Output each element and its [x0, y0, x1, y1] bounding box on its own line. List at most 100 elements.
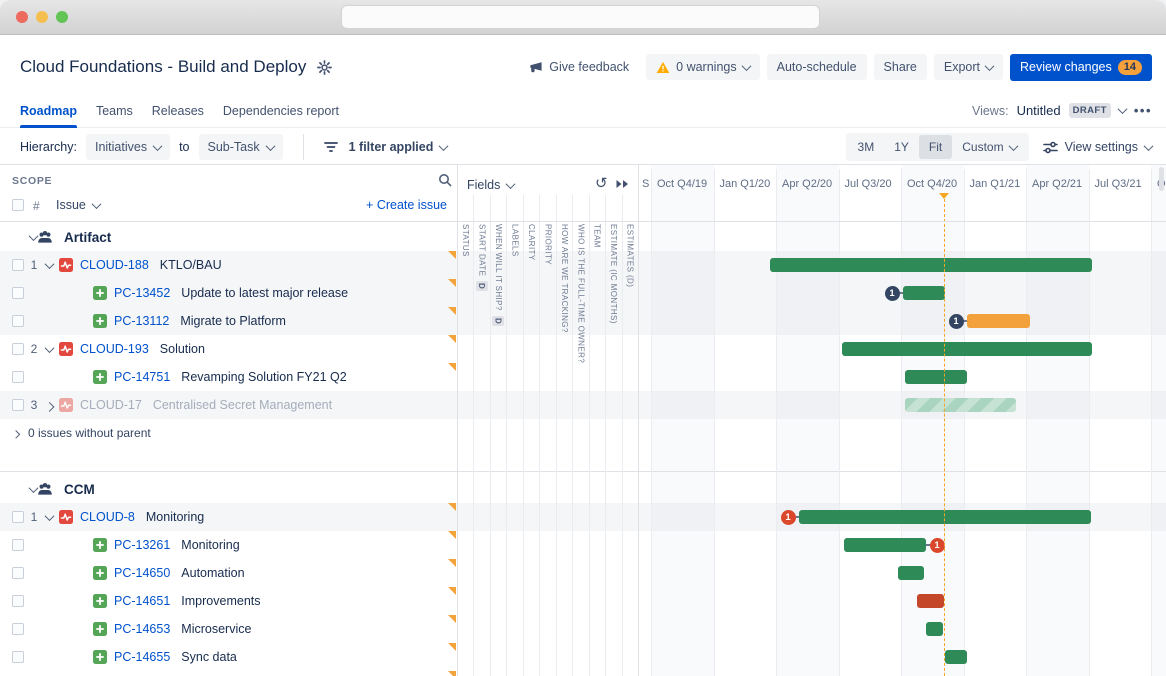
issue-summary[interactable]: Improvements [181, 594, 261, 608]
panel-divider[interactable] [638, 165, 639, 676]
chevron-down-icon[interactable] [1117, 104, 1128, 115]
issue-key[interactable]: PC-13452 [114, 286, 171, 300]
issue-key[interactable]: CLOUD-188 [80, 258, 149, 272]
gantt-bar-CLOUD-193[interactable] [842, 342, 1092, 356]
issue-key[interactable]: PC-14653 [114, 622, 171, 636]
gantt-bar-PC-14650[interactable] [898, 566, 924, 580]
row-checkbox[interactable] [12, 511, 24, 523]
review-changes-button[interactable]: Review changes 14 [1010, 53, 1152, 81]
row-expand-icon[interactable] [44, 342, 55, 356]
gantt-bar-CLOUD-17[interactable] [905, 398, 1016, 412]
dependency-badge[interactable]: 1 [780, 509, 796, 525]
zoom-custom-button[interactable]: Custom [952, 135, 1026, 159]
row-expand-icon[interactable] [44, 510, 55, 524]
issue-key[interactable]: CLOUD-8 [80, 510, 135, 524]
gantt-bar-PC-13112[interactable] [967, 314, 1030, 328]
hierarchy-from-select[interactable]: Initiatives [85, 134, 171, 160]
issue-summary[interactable]: Solution [159, 342, 205, 356]
field-column-estimates-d-[interactable]: ESTIMATES (D) [621, 224, 637, 363]
issue-summary[interactable]: Migrate to Platform [180, 314, 286, 328]
tab-releases[interactable]: Releases [151, 103, 204, 118]
gantt-bar-PC-13452[interactable] [903, 286, 945, 300]
export-button[interactable]: Export [933, 54, 1004, 80]
row-checkbox[interactable] [12, 651, 24, 663]
share-button[interactable]: Share [873, 54, 927, 80]
dependency-badge[interactable]: 1 [884, 285, 900, 301]
zoom-3m-button[interactable]: 3M [857, 140, 875, 154]
gantt-bar-PC-14651[interactable] [917, 594, 944, 608]
issue-key[interactable]: PC-14650 [114, 566, 171, 580]
issue-summary[interactable]: Monitoring [181, 538, 240, 552]
field-column-who-is-the-full-time-owner-[interactable]: WHO IS THE FULL-TIME OWNER? [572, 224, 588, 363]
issue-key[interactable]: PC-13112 [114, 314, 170, 328]
tab-teams[interactable]: Teams [95, 103, 133, 118]
timeline-header[interactable]: S Oct Q4/19 Jan Q1/20 Apr Q2/20 Jul Q3/20 Oct… [638, 165, 1166, 221]
issue-summary[interactable]: Sync data [181, 650, 237, 664]
select-all-checkbox[interactable] [12, 199, 24, 211]
field-column-labels[interactable]: LABELS [506, 224, 522, 363]
panel-divider[interactable] [457, 165, 458, 676]
field-column-estimate-ic-months-[interactable]: ESTIMATE (IC MONTHS) [605, 224, 621, 363]
issue-summary[interactable]: Update to latest major release [181, 286, 349, 300]
tab-dependencies-report[interactable]: Dependencies report [222, 103, 339, 118]
field-column-how-are-we-tracking-[interactable]: HOW ARE WE TRACKING? [556, 224, 572, 363]
row-checkbox[interactable] [12, 539, 24, 551]
field-column-status[interactable]: STATUS [457, 224, 473, 363]
view-settings-button[interactable]: View settings [1042, 140, 1154, 154]
issue-summary[interactable]: KTLO/BAU [159, 258, 222, 272]
row-checkbox[interactable] [12, 315, 24, 327]
issue-key[interactable]: PC-14655 [114, 650, 171, 664]
field-column-when-will-it-ship-[interactable]: WHEN WILL IT SHIP? D [490, 224, 506, 363]
chevron-down-icon[interactable] [44, 259, 55, 270]
minimize-window-icon[interactable] [36, 11, 48, 23]
plan-settings-gear-icon[interactable] [317, 59, 333, 75]
issue-summary[interactable]: Automation [181, 566, 245, 580]
chevron-right-icon[interactable] [44, 401, 55, 412]
issue-key[interactable]: PC-13261 [114, 538, 171, 552]
row-checkbox[interactable] [12, 343, 24, 355]
chevron-down-icon[interactable] [44, 511, 55, 522]
issue-summary[interactable]: Centralised Secret Management [152, 398, 333, 412]
zoom-fit-button[interactable]: Fit [918, 135, 953, 159]
issue-key[interactable]: CLOUD-17 [80, 398, 142, 412]
field-column-clarity[interactable]: CLARITY [523, 224, 539, 363]
issue-summary[interactable]: Revamping Solution FY21 Q2 [181, 370, 347, 384]
give-feedback-button[interactable]: Give feedback [519, 54, 639, 80]
row-checkbox[interactable] [12, 567, 24, 579]
issue-summary[interactable]: Monitoring [145, 510, 205, 524]
search-icon[interactable] [438, 173, 452, 187]
issue-key[interactable]: CLOUD-193 [80, 342, 149, 356]
auto-schedule-button[interactable]: Auto-schedule [766, 54, 867, 80]
close-window-icon[interactable] [16, 11, 28, 23]
row-expand-icon[interactable] [44, 258, 55, 272]
gantt-bar-PC-14751[interactable] [905, 370, 967, 384]
row-checkbox[interactable] [12, 595, 24, 607]
more-menu-icon[interactable]: ••• [1133, 103, 1152, 118]
row-checkbox[interactable] [12, 287, 24, 299]
issue-summary[interactable]: Microservice [181, 622, 252, 636]
row-checkbox[interactable] [12, 623, 24, 635]
scrollbar[interactable] [1159, 167, 1164, 191]
address-bar[interactable] [341, 5, 820, 29]
undo-icon[interactable]: ↺ [595, 175, 608, 192]
chevron-right-icon[interactable] [11, 430, 21, 439]
gantt-bar-PC-13261[interactable] [844, 538, 926, 552]
gantt-bar-CLOUD-8[interactable] [799, 510, 1091, 524]
field-column-priority[interactable]: PRIORITY [539, 224, 555, 363]
row-checkbox[interactable] [12, 399, 24, 411]
zoom-1y-button[interactable]: 1Y [894, 140, 909, 154]
gantt-bar-PC-14655[interactable] [945, 650, 967, 664]
dependency-badge[interactable]: 1 [948, 313, 964, 329]
tab-roadmap[interactable]: Roadmap [20, 94, 77, 128]
field-column-team[interactable]: TEAM [589, 224, 605, 363]
issue-key[interactable]: PC-14751 [114, 370, 171, 384]
chevron-down-icon[interactable] [44, 343, 55, 354]
dependency-badge[interactable]: 1 [929, 537, 945, 553]
issue-column-header[interactable]: Issue [56, 198, 102, 212]
row-checkbox[interactable] [12, 259, 24, 271]
skip-forward-icon[interactable] [616, 179, 629, 189]
create-issue-button[interactable]: + Create issue [366, 198, 447, 212]
hierarchy-to-select[interactable]: Sub-Task [198, 134, 283, 160]
row-checkbox[interactable] [12, 371, 24, 383]
gantt-bar-PC-14653[interactable] [926, 622, 943, 636]
